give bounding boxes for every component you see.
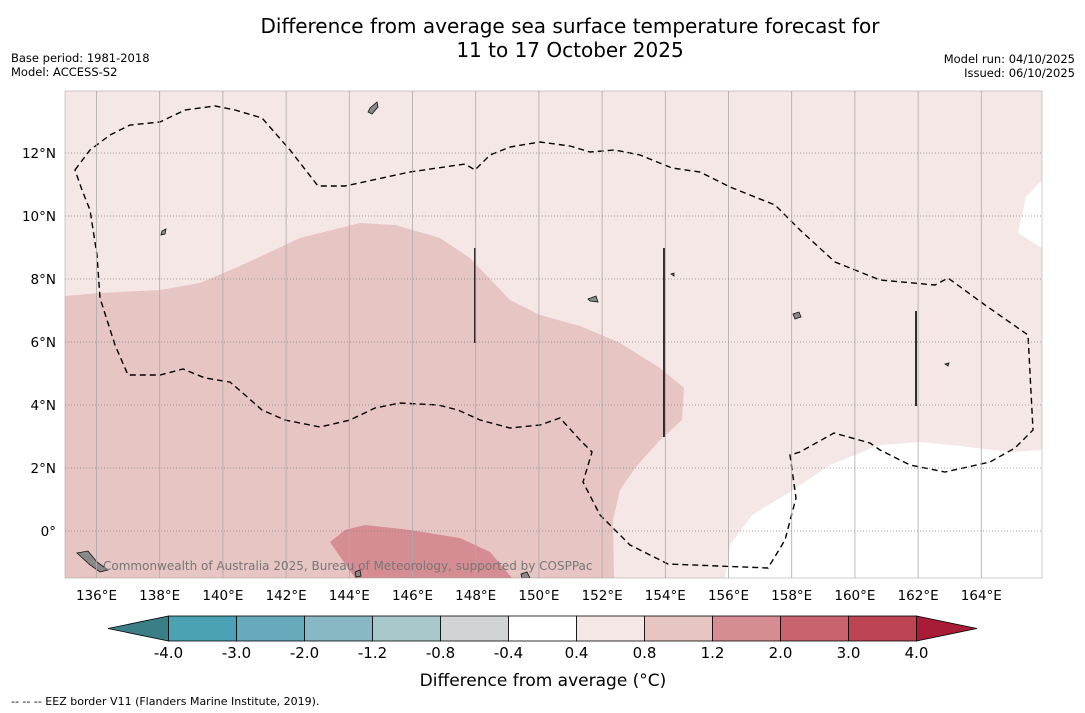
island: [354, 569, 362, 578]
colorbar-label: -0.8: [426, 644, 455, 662]
lat-tick-label: 8°N: [31, 272, 56, 288]
colorbar-bin: [440, 615, 509, 642]
island-new-guinea-coast: [76, 550, 109, 573]
lon-tick-label: 144°E: [329, 588, 370, 604]
map-frame: [64, 90, 1043, 579]
lon-tick-label: 136°E: [76, 588, 117, 604]
map: Commonwealth of Australia 2025, Bureau o…: [22, 90, 1043, 604]
lon-tick-label: 164°E: [961, 588, 1002, 604]
colorbar-label: -3.0: [222, 644, 251, 662]
lat-tick-label: 4°N: [31, 398, 56, 414]
lon-tick-label: 160°E: [834, 588, 875, 604]
colorbar-label: -1.2: [358, 644, 387, 662]
colorbar-label: 3.0: [837, 644, 861, 662]
lon-tick-label: 156°E: [708, 588, 749, 604]
colorbar-bins: [107, 615, 978, 642]
colorbar-label: 0.8: [633, 644, 657, 662]
lat-tick-label: 6°N: [31, 335, 56, 351]
island: [587, 295, 599, 303]
colorbar-label: -2.0: [290, 644, 319, 662]
anomaly-region-0.8-1.2: [65, 223, 684, 578]
title-line-2: 11 to 17 October 2025: [456, 38, 684, 62]
anomaly-region-below-0.4-east: [725, 442, 1042, 578]
island: [944, 362, 950, 367]
lat-tick-label: 2°N: [31, 461, 56, 477]
meta-right: Model run: 04/10/2025 Issued: 06/10/2025: [944, 52, 1075, 80]
lon-tick-label: 142°E: [266, 588, 307, 604]
gridlines: [65, 91, 1042, 578]
island: [670, 272, 675, 277]
colorbar-bin: [576, 615, 645, 642]
colorbar-title: Difference from average (°C): [420, 671, 667, 691]
colorbar-label: 4.0: [905, 644, 929, 662]
anomaly-region-1.2-2.0: [330, 525, 512, 578]
model-run: Model run: 04/10/2025: [943, 52, 1075, 66]
colorbar-label: 2.0: [769, 644, 793, 662]
map-plot-area: [65, 91, 1042, 578]
colorbar-bin: [712, 615, 781, 642]
lat-tick-label: 10°N: [22, 209, 56, 225]
model-name: Model: ACCESS-S2: [11, 65, 118, 79]
meta-left: Base period: 1981-2018 Model: ACCESS-S2: [11, 51, 150, 79]
footnote: -- -- -- EEZ border V11 (Flanders Marine…: [11, 695, 320, 708]
island: [792, 311, 802, 320]
colorbar-bin: [780, 615, 849, 642]
lon-tick-label: 150°E: [518, 588, 559, 604]
island: [367, 101, 379, 115]
colorbar-label: -0.4: [494, 644, 523, 662]
region-boundaries: [474, 248, 917, 437]
colorbar-bin: [236, 615, 305, 642]
lon-tick-label: 146°E: [392, 588, 433, 604]
colorbar-extend-high: [916, 615, 978, 642]
issued-date: Issued: 06/10/2025: [964, 66, 1075, 80]
lon-tick-label: 154°E: [645, 588, 686, 604]
lat-tick-label: 0°: [41, 524, 56, 540]
title-line-1: Difference from average sea surface temp…: [260, 14, 880, 38]
island: [160, 228, 167, 236]
longitude-ticks: 136°E 138°E 140°E 142°E 144°E 146°E 148°E 150°E…: [76, 588, 1002, 604]
colorbar-label: 0.4: [565, 644, 589, 662]
colorbar-bin: [848, 615, 917, 642]
colorbar-bin: [372, 615, 441, 642]
eez-border: [74, 105, 1034, 569]
colorbar-bin: [168, 615, 237, 642]
lon-tick-label: 158°E: [771, 588, 812, 604]
colorbar-bin: [508, 615, 577, 642]
base-period: Base period: 1981-2018: [11, 51, 150, 65]
colorbar-bin: [304, 615, 373, 642]
colorbar-label: -4.0: [154, 644, 183, 662]
lon-tick-label: 162°E: [898, 588, 939, 604]
copyright-text: Commonwealth of Australia 2025, Bureau o…: [103, 559, 593, 573]
colorbar-bin: [644, 615, 713, 642]
map-title: Difference from average sea surface temp…: [0, 14, 1085, 62]
lon-tick-label: 138°E: [139, 588, 180, 604]
lon-tick-label: 140°E: [202, 588, 243, 604]
islands: [76, 101, 950, 578]
colorbar-extend-low: [107, 615, 169, 642]
lat-tick-label: 12°N: [22, 146, 56, 162]
lon-tick-label: 148°E: [455, 588, 496, 604]
colorbar-labels: -4.0 -3.0 -2.0 -1.2 -0.8 -0.4 0.4 0.8 1.2 2.0 3.0 4…: [154, 644, 929, 662]
lon-tick-label: 152°E: [582, 588, 623, 604]
anomaly-region-below-0.4: [1018, 180, 1042, 248]
island: [520, 571, 531, 578]
colorbar-label: 1.2: [701, 644, 725, 662]
latitude-ticks: 12°N 10°N 8°N 6°N 4°N 2°N 0°: [22, 146, 56, 540]
